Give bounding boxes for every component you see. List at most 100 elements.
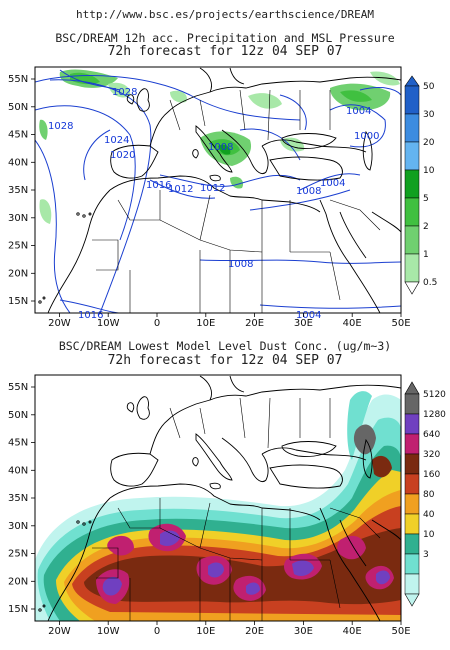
longitude-label: 10E [196,626,215,637]
precip-colorbar-swatch [404,169,420,199]
latitude-label: 40N [8,465,28,476]
dust-colorbar-label: 160 [423,470,440,480]
dust-colorbar-swatch [404,433,420,455]
latitude-label: 50N [8,102,28,113]
latitude-label: 55N [8,74,28,85]
isobar-label: 1020 [110,150,135,161]
isobar-label: 1012 [168,184,193,195]
isobar-label: 1016 [78,310,103,321]
isobar-label: 1004 [346,106,371,117]
isobar-label: 1016 [146,180,171,191]
isobar-label: 1004 [320,178,345,189]
top-map-subtitle: 72h forecast for 12z 04 SEP 07 [107,44,343,59]
dust-colorbar-swatch [404,473,420,495]
precip-colorbar-swatch [404,253,420,283]
dust-colorbar-label: 320 [423,450,440,460]
latitude-label: 25N [8,549,28,560]
longitude-label: 10W [97,318,120,329]
dust-colorbar-swatch [404,453,420,475]
precip-colorbar: 50 30 20 10 5 2 1 0.5 [404,75,437,295]
isobar-label: 1028 [112,87,137,98]
precip-colorbar-swatch [404,141,420,171]
longitude-label: 50E [391,318,410,329]
dust-map [34,374,402,622]
dust-colorbar-label: 5120 [423,390,446,400]
coastlines-bottom [38,375,401,621]
isobar-label: 1028 [48,121,73,132]
longitude-label: 20E [245,318,264,329]
precip-colorbar-label: 20 [423,138,435,148]
longitude-label: 50E [391,626,410,637]
dust-colorbar-swatch [404,573,420,595]
latitude-label: 25N [8,241,28,252]
dust-colorbar-label: 3 [423,550,429,560]
dust-colorbar-label: 1280 [423,410,446,420]
latitude-label: 50N [8,410,28,421]
bottom-map-title: BSC/DREAM Lowest Model Level Dust Conc. … [58,339,392,353]
isobar-label: 1000 [354,131,379,142]
dust-colorbar-swatch [404,513,420,535]
longitude-label: 20E [245,626,264,637]
coastlines-top [38,67,401,313]
precip-colorbar-label: 0.5 [423,278,437,288]
longitude-label: 10E [196,318,215,329]
dust-colorbar: 5120 1280 640 320 160 80 40 10 3 [404,381,446,607]
precip-colorbar-swatch [404,85,420,115]
precip-colorbar-label: 5 [423,194,429,204]
latitude-label: 45N [8,438,28,449]
isobar-label: 1008 [208,142,233,153]
precip-colorbar-swatch [404,113,420,143]
precip-colorbar-label: 30 [423,110,435,120]
precip-colorbar-swatch [404,225,420,255]
longitude-label: 20W [48,318,71,329]
top-map-title: BSC/DREAM 12h acc. Precipitation and MSL… [55,31,395,45]
longitude-label: 30E [294,626,313,637]
longitude-label: 10W [97,626,120,637]
borders-top [92,89,381,313]
bottom-map-subtitle: 72h forecast for 12z 04 SEP 07 [107,353,343,368]
bottom-axis-labels: 55N 50N 45N 40N 35N 30N 25N 20N 15N 20W 10W 0 10E 20E… [8,382,411,637]
latitude-label: 30N [8,213,28,224]
longitude-label: 20W [48,626,71,637]
latitude-label: 20N [8,268,28,279]
longitude-label: 40E [343,626,362,637]
isobar-label: 1004 [296,310,321,321]
isobar-label: 1024 [104,135,129,146]
longitude-label: 0 [154,626,160,637]
isobar-label: 1008 [296,186,321,197]
longitude-label: 0 [154,318,160,329]
precip-colorbar-label: 50 [423,82,435,92]
precip-colorbar-swatch [404,197,420,227]
source-url: http://www.bsc.es/projects/earthscience/… [75,8,374,21]
dust-colorbar-label: 40 [423,510,435,520]
longitude-label: 40E [343,318,362,329]
precip-colorbar-label: 1 [423,250,429,260]
isobar-label: 1012 [200,183,225,194]
dust-colorbar-label: 10 [423,530,435,540]
latitude-label: 20N [8,576,28,587]
isobar-label: 1008 [228,259,253,270]
dust-colorbar-swatch [404,533,420,555]
top-axis-labels: 55N 50N 45N 40N 35N 30N 25N 20N 15N 20W 10W 0 10E 20E… [8,74,411,329]
latitude-label: 30N [8,521,28,532]
precip-colorbar-label: 10 [423,166,435,176]
dust-colorbar-swatch [404,393,420,415]
precip-map [34,66,402,314]
latitude-label: 40N [8,157,28,168]
latitude-label: 45N [8,130,28,141]
dust-colorbar-swatch [404,493,420,515]
latitude-label: 55N [8,382,28,393]
isobar-labels: 1028 1028 1024 1020 1016 1012 1012 1008 … [48,87,379,321]
latitude-label: 35N [8,185,28,196]
latitude-label: 15N [8,296,28,307]
isobar-lines [35,69,401,313]
latitude-label: 15N [8,604,28,615]
longitude-label: 30E [294,318,313,329]
dust-fields [35,391,401,621]
latitude-label: 35N [8,493,28,504]
dust-colorbar-swatch [404,553,420,575]
dust-colorbar-label: 640 [423,430,440,440]
precip-colorbar-label: 2 [423,222,429,232]
dust-colorbar-label: 80 [423,490,435,500]
